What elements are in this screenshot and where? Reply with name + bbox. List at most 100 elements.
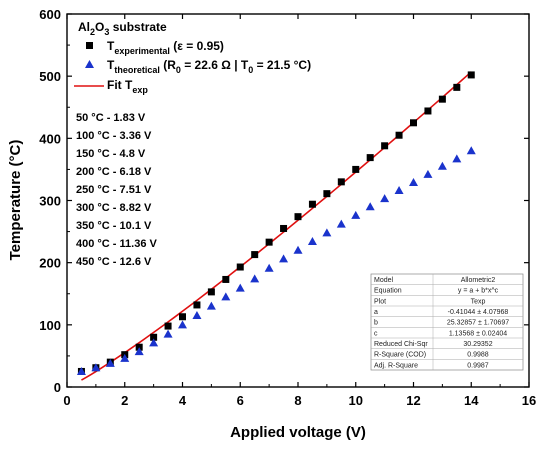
point-experimental bbox=[193, 301, 201, 309]
fit-table-row: b 25.32857 ± 1.70697 bbox=[374, 320, 509, 327]
annotation-line: 100 °C - 3.36 V bbox=[76, 130, 152, 142]
svg-text:Allometric2: Allometric2 bbox=[461, 277, 496, 284]
point-theoretical bbox=[380, 194, 390, 203]
x-tick-label: 0 bbox=[63, 393, 70, 408]
point-theoretical bbox=[307, 237, 317, 246]
point-experimental bbox=[164, 322, 172, 330]
point-theoretical bbox=[437, 161, 447, 170]
point-experimental bbox=[179, 313, 186, 321]
point-theoretical bbox=[76, 366, 86, 375]
y-tick-label: 400 bbox=[39, 131, 61, 146]
point-experimental bbox=[251, 251, 259, 259]
annotation-line: 50 °C - 1.83 V bbox=[76, 112, 146, 124]
point-experimental bbox=[294, 213, 302, 221]
annotations: 50 °C - 1.83 V 100 °C - 3.36 V 150 °C - … bbox=[76, 112, 158, 268]
y-tick-label: 600 bbox=[39, 7, 61, 22]
svg-text:25.32857 ± 1.70697: 25.32857 ± 1.70697 bbox=[447, 320, 509, 327]
point-theoretical bbox=[149, 338, 159, 347]
svg-text:b: b bbox=[374, 320, 378, 327]
svg-text:-0.41044 ± 4.07968: -0.41044 ± 4.07968 bbox=[448, 309, 509, 316]
x-tick-label: 14 bbox=[464, 393, 479, 408]
point-theoretical bbox=[250, 274, 260, 283]
svg-text:0.9987: 0.9987 bbox=[467, 362, 489, 369]
x-tick-label: 2 bbox=[121, 393, 128, 408]
y-tick-label: 500 bbox=[39, 69, 61, 84]
point-experimental bbox=[150, 333, 158, 341]
point-theoretical bbox=[105, 358, 115, 367]
annotation-line: 200 °C - 6.18 V bbox=[76, 166, 152, 178]
x-tick-label: 4 bbox=[179, 393, 187, 408]
point-theoretical bbox=[163, 329, 173, 338]
point-experimental bbox=[337, 178, 345, 186]
fit-table-row: Model Allometric2 bbox=[374, 277, 495, 284]
x-tick-label: 6 bbox=[237, 393, 244, 408]
svg-text:1.13568 ± 0.02404: 1.13568 ± 0.02404 bbox=[449, 330, 507, 337]
legend-label-experimental: Texperimental (ε = 0.95) bbox=[107, 39, 224, 56]
legend-marker-theoretical bbox=[85, 60, 94, 68]
point-theoretical bbox=[423, 169, 433, 178]
fit-table-row: Reduced Chi-Sqr 30.29352 bbox=[374, 341, 493, 348]
y-tick-label: 0 bbox=[54, 380, 61, 395]
annotation-line: 300 °C - 8.82 V bbox=[76, 202, 152, 214]
point-experimental bbox=[453, 83, 461, 91]
svg-text:y = a + b*x^c: y = a + b*x^c bbox=[458, 288, 499, 295]
legend-label-fit: Fit Texp bbox=[107, 78, 148, 95]
point-experimental bbox=[438, 95, 446, 103]
point-theoretical bbox=[322, 228, 332, 237]
fit-table-row: a -0.41044 ± 4.07968 bbox=[374, 309, 508, 316]
point-theoretical bbox=[394, 186, 404, 195]
point-theoretical bbox=[206, 301, 216, 310]
fit-table-row: Equation y = a + b*x^c bbox=[374, 288, 499, 295]
point-theoretical bbox=[279, 254, 289, 263]
legend-label-theoretical: Ttheoretical (R0 = 22.6 Ω | T0 = 21.5 °C… bbox=[107, 58, 311, 75]
fit-table-row: R-Square (COD) 0.9988 bbox=[374, 352, 489, 359]
point-theoretical bbox=[120, 353, 130, 362]
point-theoretical bbox=[336, 219, 346, 228]
point-experimental bbox=[366, 154, 374, 162]
point-theoretical bbox=[221, 292, 231, 301]
fit-table-row: Plot Texp bbox=[374, 298, 485, 305]
point-theoretical bbox=[452, 154, 462, 163]
svg-text:Equation: Equation bbox=[374, 288, 402, 295]
annotation-line: 250 °C - 7.51 V bbox=[76, 184, 152, 196]
svg-text:Reduced Chi-Sqr: Reduced Chi-Sqr bbox=[374, 341, 428, 348]
annotation-line: 450 °C - 12.6 V bbox=[76, 256, 152, 268]
svg-text:0.9988: 0.9988 bbox=[467, 352, 489, 359]
point-experimental bbox=[207, 288, 215, 296]
axis-ticks: 0 2 4 6 8 10 12 14 16 0 100 200 300 400 500 600 bbox=[39, 7, 536, 408]
data-points bbox=[76, 71, 476, 375]
fit-curve bbox=[81, 71, 472, 381]
point-theoretical bbox=[293, 245, 303, 254]
fit-layer bbox=[81, 71, 472, 381]
legend: Al2O3 substrate Texperimental (ε = 0.95)… bbox=[74, 20, 311, 95]
point-theoretical bbox=[91, 363, 101, 372]
fit-table-frame bbox=[370, 273, 524, 371]
point-experimental bbox=[352, 165, 360, 173]
point-experimental bbox=[381, 142, 389, 150]
x-axis-title: Applied voltage (V) bbox=[230, 424, 366, 441]
annotation-line: 350 °C - 10.1 V bbox=[76, 220, 152, 232]
point-experimental bbox=[280, 224, 288, 232]
svg-text:30.29352: 30.29352 bbox=[463, 341, 492, 348]
point-experimental bbox=[222, 275, 230, 283]
svg-text:R-Square (COD): R-Square (COD) bbox=[374, 352, 426, 359]
svg-text:Texp: Texp bbox=[471, 298, 486, 305]
point-experimental bbox=[424, 107, 432, 115]
point-theoretical bbox=[134, 347, 144, 356]
fit-table: Model Allometric2 Equation y = a + b*x^c P… bbox=[370, 273, 524, 371]
x-tick-label: 16 bbox=[522, 393, 536, 408]
point-experimental bbox=[467, 71, 475, 79]
point-theoretical bbox=[264, 263, 274, 272]
fit-table-grid bbox=[371, 274, 523, 370]
svg-text:Adj. R-Square: Adj. R-Square bbox=[374, 362, 418, 369]
x-tick-label: 8 bbox=[294, 393, 301, 408]
fit-table-row: c 1.13568 ± 0.02404 bbox=[374, 330, 507, 337]
point-experimental bbox=[395, 131, 403, 139]
point-theoretical bbox=[365, 202, 375, 211]
point-theoretical bbox=[351, 210, 361, 219]
point-theoretical bbox=[466, 146, 476, 155]
point-theoretical bbox=[409, 177, 418, 186]
point-experimental bbox=[323, 190, 331, 198]
annotation-line: 400 °C - 11.36 V bbox=[76, 238, 158, 250]
x-tick-label: 10 bbox=[349, 393, 363, 408]
